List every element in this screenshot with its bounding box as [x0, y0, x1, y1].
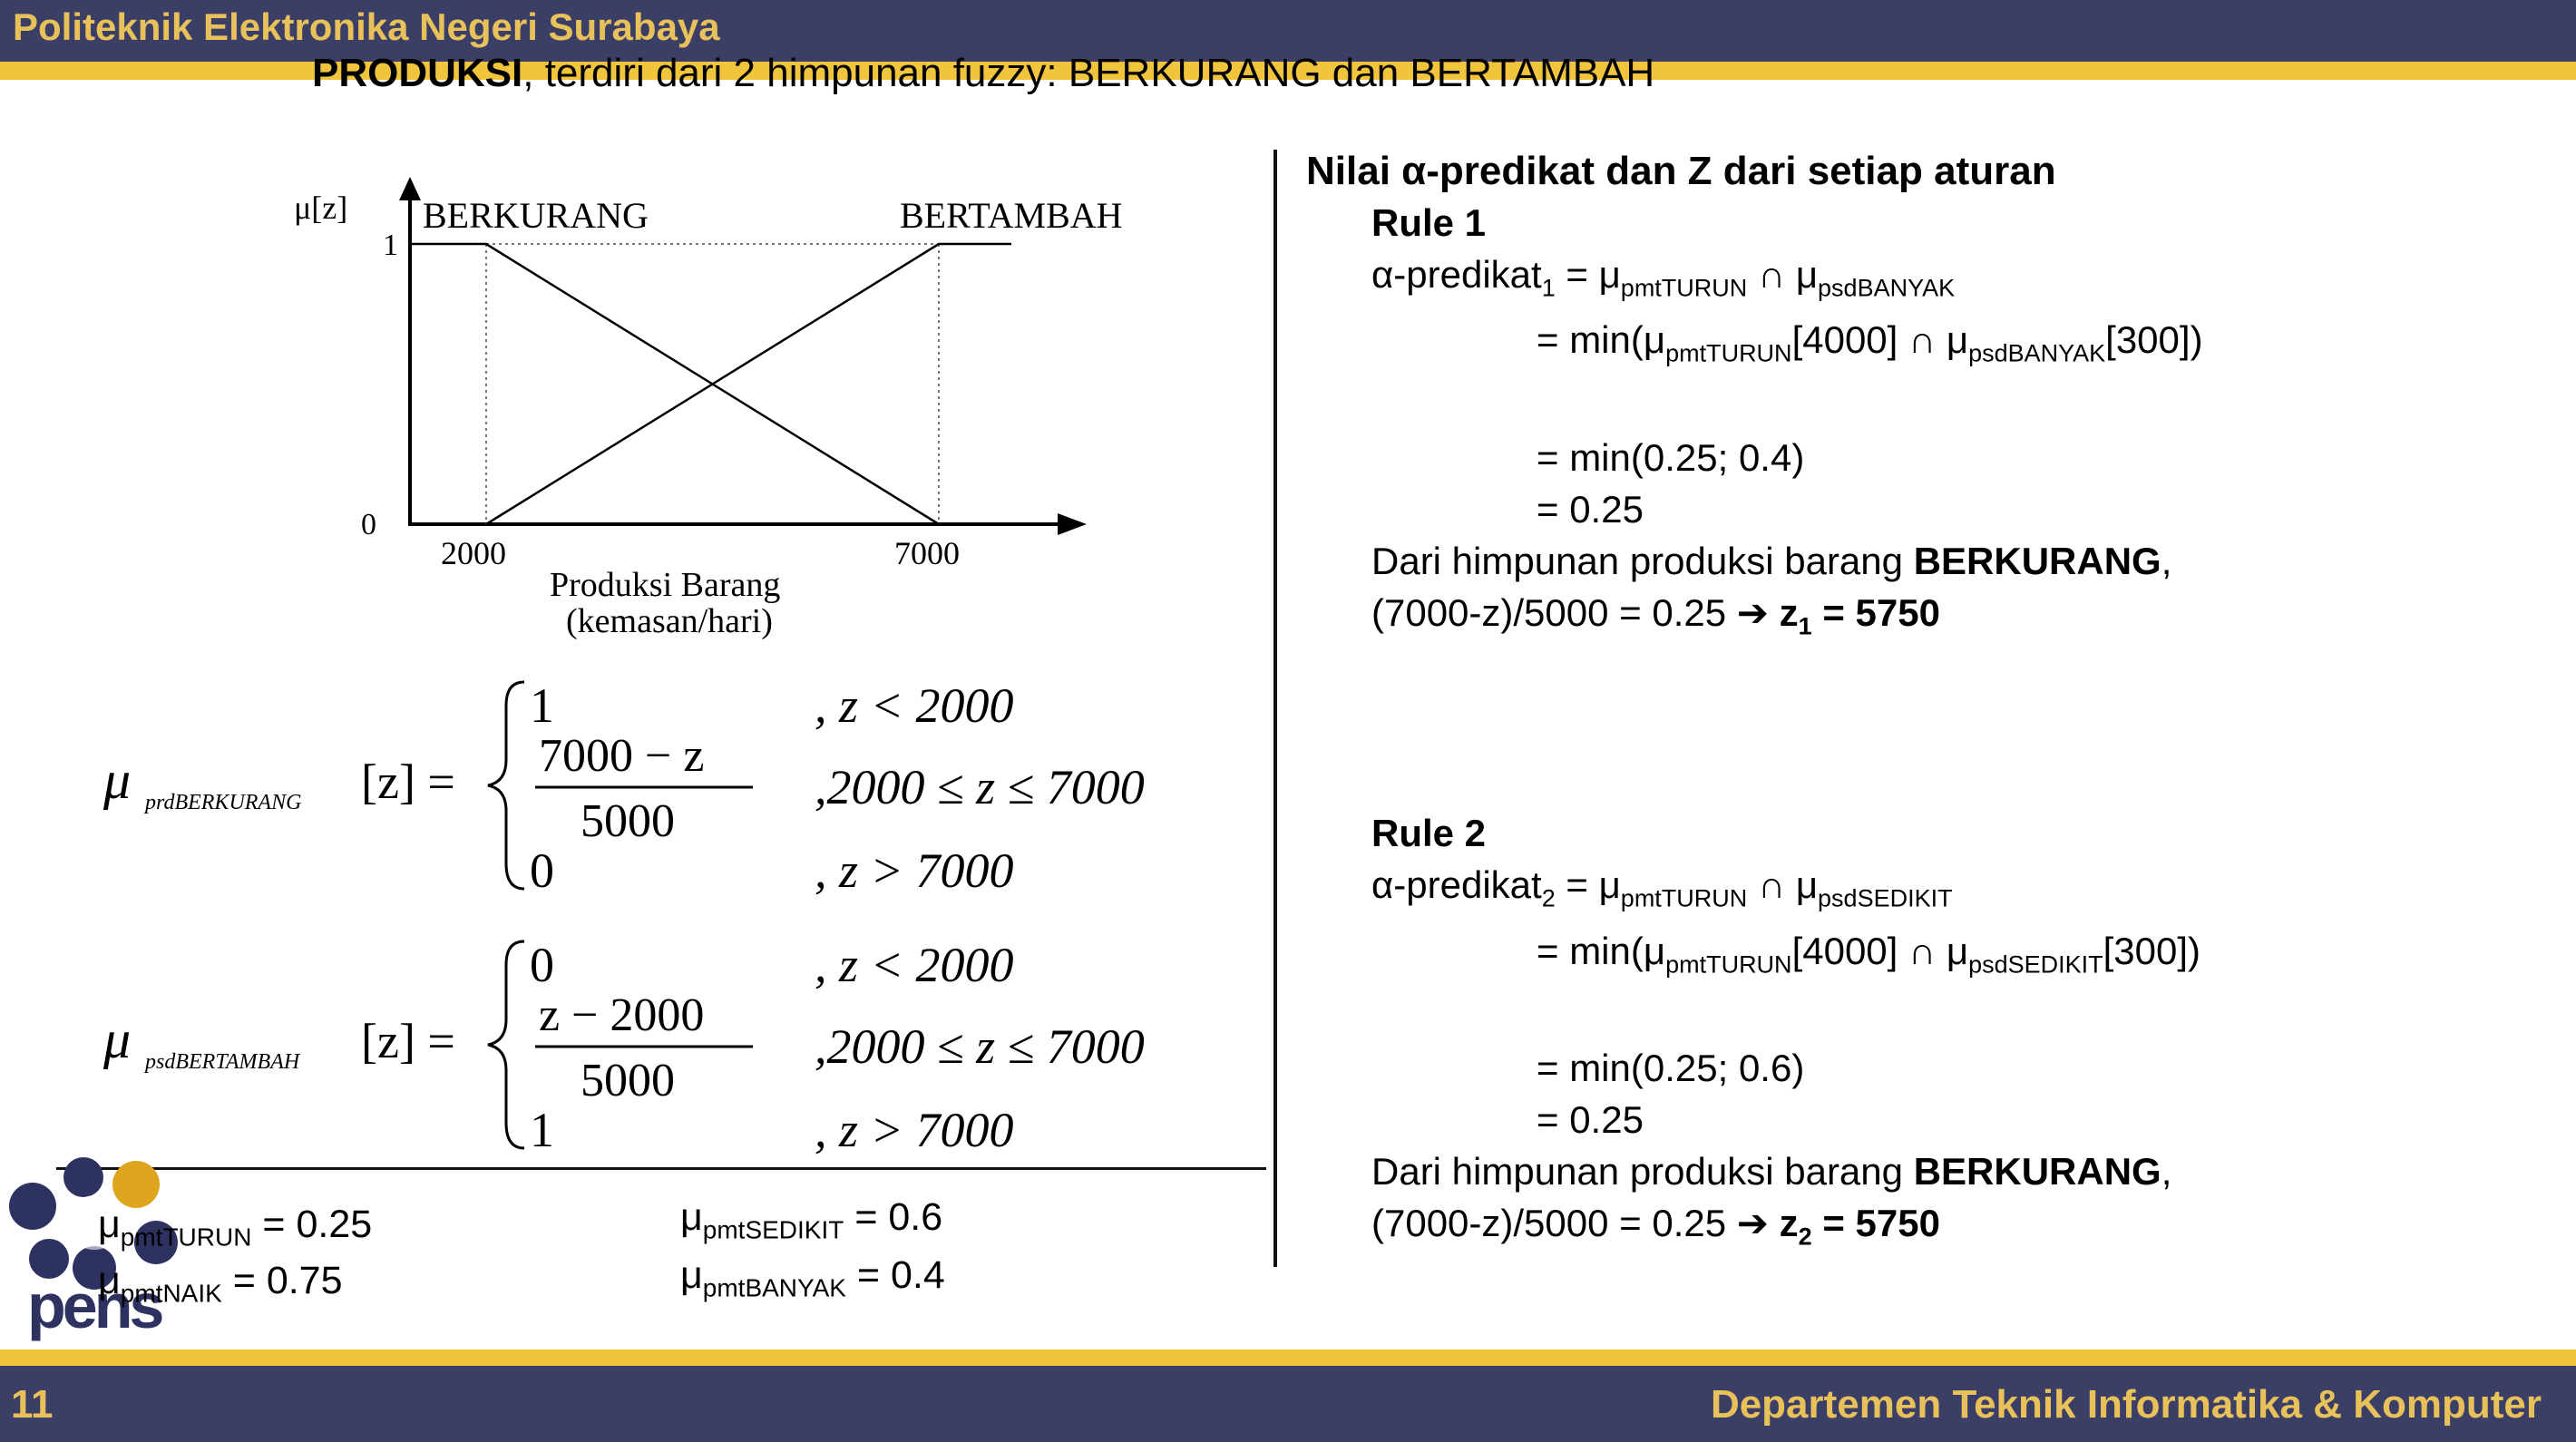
mu-naik: μpmtNAIK = 0.75 [98, 1259, 343, 1308]
pens-logo: pens [9, 1157, 178, 1341]
footer-bar: 11 Departemen Teknik Informatika & Kompu… [0, 1366, 2576, 1442]
rule1-z: (7000-z)/5000 = 0.25 ➔ z1 = 5750 [1371, 590, 1940, 640]
rule2-z: (7000-z)/5000 = 0.25 ➔ z2 = 5750 [1371, 1201, 1940, 1251]
mu-naik-value: = 0.75 [221, 1259, 343, 1302]
mu-turun-value: = 0.25 [251, 1203, 373, 1246]
y-tick-1: 1 [383, 229, 398, 262]
f2-case3-cond: , z > 7000 [815, 1103, 1013, 1157]
column-divider [1273, 150, 1277, 1267]
f1-case2-cond: ,2000 ≤ z ≤ 7000 [815, 760, 1145, 814]
rule1-min-values: = min(0.25; 0.4) [1537, 435, 1805, 479]
rule2-alpha: α-predikat2 = μpmtTURUN ∩ μpsdSEDIKIT [1371, 863, 1953, 912]
header-stripe [0, 62, 2576, 80]
y-label: μ[z] [294, 190, 347, 226]
rule1-from: Dari himpunan produksi barang BERKURANG, [1371, 539, 2172, 582]
arrow-icon: ➔ [1736, 590, 1769, 634]
f2-case2-num: z − 2000 [539, 989, 704, 1041]
x-label-line2: (kemasan/hari) [566, 602, 773, 640]
mu-sedikit-sub: pmtSEDIKIT [702, 1215, 844, 1244]
set-label-berkurang: BERKURANG [423, 195, 649, 236]
header-bar: Politeknik Elektronika Negeri Surabaya [0, 0, 2576, 62]
rule2-min-values: = min(0.25; 0.6) [1537, 1046, 1805, 1089]
f1-mu: μ [102, 750, 131, 810]
mu-turun: μpmtTURUN = 0.25 [98, 1203, 373, 1252]
rule2-label: Rule 2 [1371, 812, 1487, 855]
f2-case1-val: 0 [530, 938, 554, 992]
rule1-label: Rule 1 [1371, 201, 1487, 244]
f1-case3-val: 0 [530, 843, 554, 898]
institution-title: Politeknik Elektronika Negeri Surabaya [13, 5, 720, 48]
f2-brace [487, 940, 525, 1150]
membership-chart: μ[z] 1 0 2000 7000 BERKURANG BERTAMBAH P… [294, 177, 1123, 640]
rule2-result: = 0.25 [1537, 1097, 1644, 1141]
f1-case3-cond: , z > 7000 [815, 843, 1013, 898]
f2-arg: [z] = [361, 1014, 455, 1068]
f1-brace [487, 680, 525, 891]
f1-case1-val: 1 [530, 678, 554, 733]
page-number: 11 [11, 1382, 54, 1427]
mu-sedikit: μpmtSEDIKIT = 0.6 [680, 1195, 943, 1244]
mu-banyak: μpmtBANYAK = 0.4 [680, 1253, 945, 1302]
x-label-line1: Produksi Barang [550, 566, 780, 604]
f2-sub: psdBERTAMBAH [143, 1050, 301, 1074]
department-name: Departemen Teknik Informatika & Komputer [1710, 1382, 2542, 1427]
mu-naik-sub: pmtNAIK [120, 1279, 222, 1308]
rule1-result: = 0.25 [1537, 487, 1644, 531]
set-label-bertambah: BERTAMBAH [900, 195, 1123, 236]
pens-logo-text: pens [27, 1271, 162, 1341]
mu-banyak-sub: pmtBANYAK [702, 1273, 846, 1302]
f1-case2-num: 7000 − z [539, 730, 704, 782]
f2-mu: μ [102, 1009, 131, 1069]
f1-arg: [z] = [361, 755, 455, 809]
mu-turun-sub: pmtTURUN [120, 1223, 252, 1252]
rule1-min: = min(μpmtTURUN[4000] ∩ μpsdBANYAK[300]) [1537, 318, 2203, 367]
f2-case2-den: 5000 [581, 1055, 675, 1106]
bertambah-line [485, 242, 1011, 526]
f1-sub: prdBERKURANG [143, 791, 301, 814]
heading-bold: PRODUKSI [312, 51, 523, 95]
alpha-predicate-panel: Nilai α-predikat dan Z dari setiap atura… [1306, 145, 2203, 1262]
footer-stripe [0, 1349, 2576, 1366]
f2-case2-cond: ,2000 ≤ z ≤ 7000 [815, 1019, 1145, 1074]
y-tick-0: 0 [361, 508, 376, 541]
x-tick-7000: 7000 [894, 535, 960, 571]
formula-bertambah: μ psdBERTAMBAH [z] = 0 , z < 2000 z − 20… [102, 938, 1145, 1157]
panel-title: Nilai α-predikat dan Z dari setiap atura… [1306, 149, 2056, 193]
formula-berkurang: μ prdBERKURANG [z] = 1 , z < 2000 7000 −… [102, 678, 1145, 898]
rule2-from: Dari himpunan produksi barang BERKURANG, [1371, 1149, 2172, 1193]
f1-case2-den: 5000 [581, 795, 675, 847]
berkurang-line [410, 242, 940, 526]
slide-heading: PRODUKSI, terdiri dari 2 himpunan fuzzy:… [312, 51, 1654, 96]
f1-case1-cond: , z < 2000 [815, 678, 1013, 733]
separator-line [56, 1167, 1266, 1170]
f2-case3-val: 1 [530, 1103, 554, 1157]
rule1-alpha: α-predikat1 = μpmtTURUN ∩ μpsdBANYAK [1371, 253, 1956, 302]
f2-case1-cond: , z < 2000 [815, 938, 1013, 992]
heading-rest: , terdiri dari 2 himpunan fuzzy: BERKURA… [522, 51, 1655, 95]
arrow-icon: ➔ [1736, 1201, 1769, 1244]
x-tick-2000: 2000 [441, 535, 506, 571]
x-axis-arrow [1058, 513, 1087, 535]
y-axis-arrow [399, 177, 421, 200]
mu-banyak-value: = 0.4 [845, 1253, 945, 1297]
rule2-min: = min(μpmtTURUN[4000] ∩ μpsdSEDIKIT[300]… [1537, 929, 2201, 978]
mu-sedikit-value: = 0.6 [844, 1195, 943, 1239]
